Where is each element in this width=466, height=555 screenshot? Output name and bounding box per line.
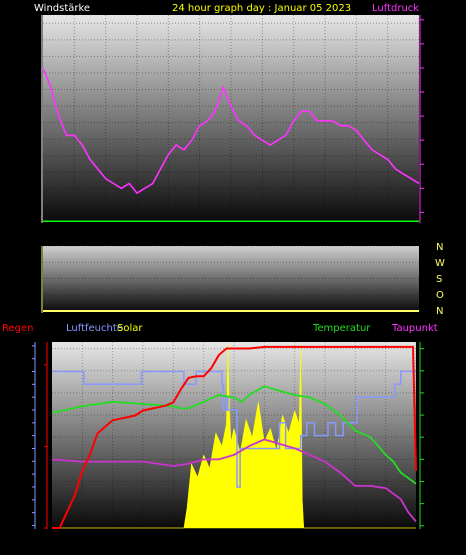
regen-label: Regen (2, 323, 34, 334)
rain-series-line (52, 345, 417, 529)
middle-panel-background (43, 246, 419, 312)
compass-label-n2: N (436, 306, 443, 317)
temperatur-label: Temperatur (312, 323, 371, 334)
solar-label: Solar (117, 323, 143, 334)
taupunkt-label: Taupunkt (391, 323, 438, 334)
temperature-series-line (51, 385, 417, 485)
solar-layer (52, 344, 416, 529)
dewpoint-series-line (51, 438, 417, 522)
compass-label-o: O (436, 290, 444, 301)
compass-label-s: S (436, 274, 442, 285)
solar-series-area (52, 344, 416, 529)
compass-label-n1: N (436, 242, 443, 253)
pressure-title: Luftdruck (372, 3, 419, 14)
series-layer (42, 67, 420, 529)
top-panel-background (43, 15, 419, 222)
luftfeuchte-label: Luftfeuchte (66, 323, 123, 334)
chart-title: 24 hour graph day : Januar 05 2023 (172, 3, 351, 14)
humidity-series-line (52, 370, 416, 488)
wind-title: Windstärke (34, 3, 90, 14)
compass-label-w: W (435, 258, 445, 269)
pressure-series-line (42, 67, 420, 195)
